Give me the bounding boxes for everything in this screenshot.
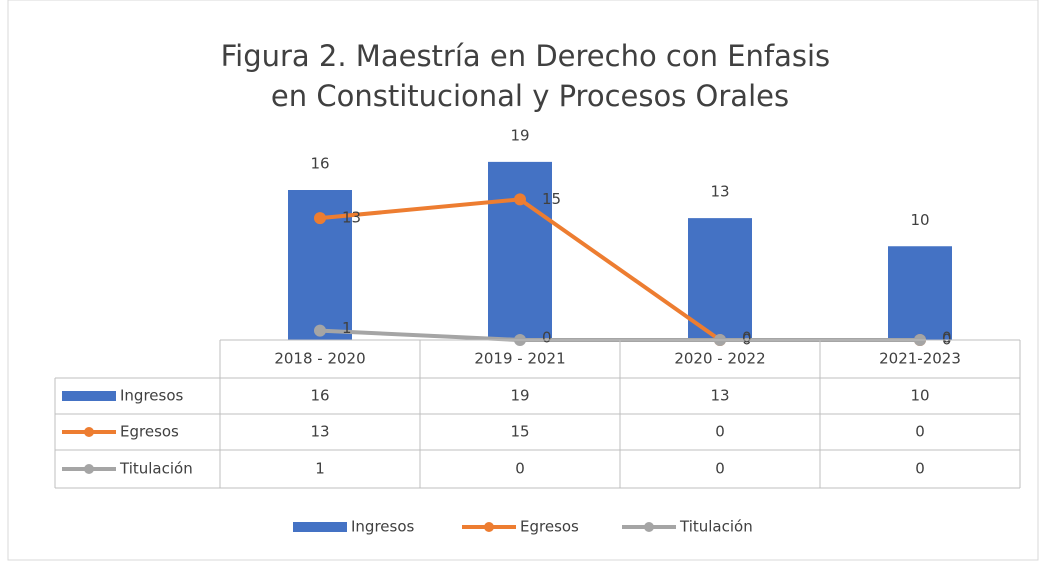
data-label: 0	[742, 329, 752, 347]
bar	[488, 161, 552, 340]
data-label: 13	[710, 183, 729, 201]
bar	[688, 218, 752, 340]
data-label: 16	[310, 155, 329, 173]
row-header: Titulación	[119, 460, 193, 478]
marker	[514, 193, 526, 206]
legend-label: Ingresos	[351, 518, 415, 536]
table-cell: 1	[315, 460, 325, 478]
table-cell: 0	[715, 423, 725, 441]
data-label: 10	[910, 211, 929, 229]
data-label: 1	[342, 319, 352, 337]
marker	[314, 324, 326, 337]
column-header: 2018 - 2020	[274, 350, 365, 368]
table-legend-key	[62, 391, 116, 401]
legend-label: Egresos	[520, 518, 579, 536]
row-header: Egresos	[120, 423, 179, 441]
table-legend-key	[84, 427, 94, 437]
column-header: 2021-2023	[879, 350, 961, 368]
column-header: 2019 - 2021	[474, 350, 565, 368]
table-cell: 0	[915, 423, 925, 441]
marker	[314, 212, 326, 225]
table-cell: 10	[910, 387, 929, 405]
row-header: Ingresos	[120, 387, 184, 405]
legend-key	[293, 522, 347, 532]
data-label: 0	[942, 329, 952, 347]
column-header: 2020 - 2022	[674, 350, 765, 368]
chart-title: Figura 2. Maestría en Derecho con Enfasi…	[221, 39, 840, 113]
bar	[888, 246, 952, 340]
title-line: en Constitucional y Procesos Orales	[271, 79, 789, 113]
table-cell: 15	[510, 423, 529, 441]
title-line: Figura 2. Maestría en Derecho con Enfasi…	[221, 39, 831, 73]
table-cell: 19	[510, 387, 529, 405]
table-cell: 0	[715, 460, 725, 478]
table-cell: 13	[710, 387, 729, 405]
table-cell: 13	[310, 423, 329, 441]
legend-key	[644, 522, 654, 532]
data-label: 15	[542, 190, 561, 208]
table-cell: 0	[515, 460, 525, 478]
data-label: 0	[542, 329, 552, 347]
legend-key	[484, 522, 494, 532]
table-legend-key	[84, 464, 94, 474]
table-cell: 0	[915, 460, 925, 478]
table-cell: 16	[310, 387, 329, 405]
data-label: 19	[510, 126, 529, 144]
legend-label: Titulación	[679, 518, 753, 536]
data-label: 13	[342, 209, 361, 227]
